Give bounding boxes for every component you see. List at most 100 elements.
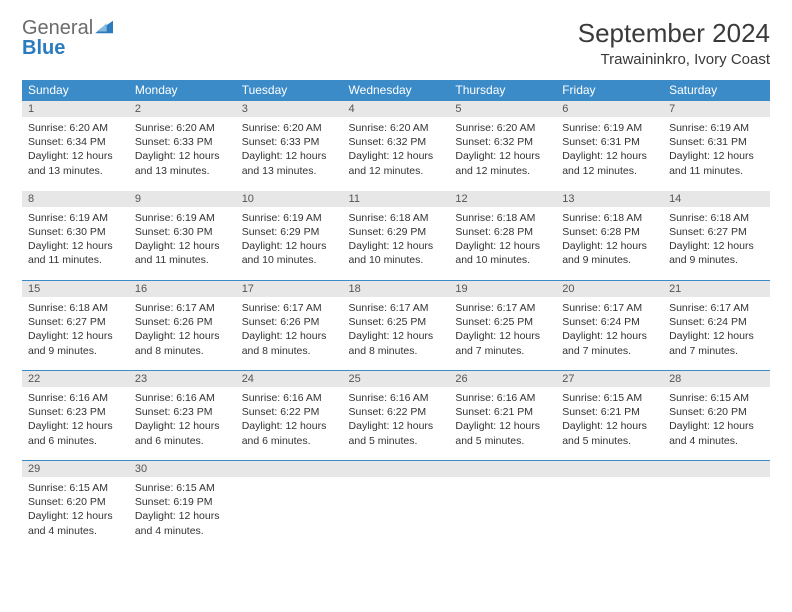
calendar-day: 18Sunrise: 6:17 AMSunset: 6:25 PMDayligh… <box>343 281 450 371</box>
brand-text: General Blue <box>22 18 113 58</box>
day-body: Sunrise: 6:18 AMSunset: 6:27 PMDaylight:… <box>22 297 129 364</box>
day-body: Sunrise: 6:18 AMSunset: 6:29 PMDaylight:… <box>343 207 450 274</box>
calendar-thead: SundayMondayTuesdayWednesdayThursdayFrid… <box>22 80 770 101</box>
day-number: 1 <box>22 101 129 117</box>
sunset-line: Sunset: 6:21 PM <box>455 405 550 419</box>
page-header: General Blue September 2024 Trawaininkro… <box>22 18 770 68</box>
calendar-day: 3Sunrise: 6:20 AMSunset: 6:33 PMDaylight… <box>236 101 343 191</box>
daylight-line: Daylight: 12 hours and 10 minutes. <box>242 239 337 267</box>
daylight-line: Daylight: 12 hours and 12 minutes. <box>562 149 657 177</box>
calendar-day: 9Sunrise: 6:19 AMSunset: 6:30 PMDaylight… <box>129 191 236 281</box>
sunrise-line: Sunrise: 6:16 AM <box>242 391 337 405</box>
sunrise-line: Sunrise: 6:19 AM <box>562 121 657 135</box>
calendar-day: 30Sunrise: 6:15 AMSunset: 6:19 PMDayligh… <box>129 461 236 551</box>
daylight-line: Daylight: 12 hours and 5 minutes. <box>455 419 550 447</box>
day-body: Sunrise: 6:15 AMSunset: 6:21 PMDaylight:… <box>556 387 663 454</box>
day-number: 26 <box>449 371 556 387</box>
weekday-header: Tuesday <box>236 80 343 101</box>
calendar-day: 13Sunrise: 6:18 AMSunset: 6:28 PMDayligh… <box>556 191 663 281</box>
calendar-day: 14Sunrise: 6:18 AMSunset: 6:27 PMDayligh… <box>663 191 770 281</box>
day-number: 3 <box>236 101 343 117</box>
day-number: 13 <box>556 191 663 207</box>
daylight-line: Daylight: 12 hours and 4 minutes. <box>669 419 764 447</box>
calendar-row: 22Sunrise: 6:16 AMSunset: 6:23 PMDayligh… <box>22 371 770 461</box>
sunset-line: Sunset: 6:20 PM <box>28 495 123 509</box>
daylight-line: Daylight: 12 hours and 6 minutes. <box>135 419 230 447</box>
calendar-day: 8Sunrise: 6:19 AMSunset: 6:30 PMDaylight… <box>22 191 129 281</box>
day-number: 11 <box>343 191 450 207</box>
sunset-line: Sunset: 6:25 PM <box>349 315 444 329</box>
daylight-line: Daylight: 12 hours and 5 minutes. <box>562 419 657 447</box>
sunset-line: Sunset: 6:28 PM <box>455 225 550 239</box>
calendar-day: 16Sunrise: 6:17 AMSunset: 6:26 PMDayligh… <box>129 281 236 371</box>
calendar-day: 2Sunrise: 6:20 AMSunset: 6:33 PMDaylight… <box>129 101 236 191</box>
daylight-line: Daylight: 12 hours and 12 minutes. <box>349 149 444 177</box>
sunrise-line: Sunrise: 6:19 AM <box>669 121 764 135</box>
weekday-header: Wednesday <box>343 80 450 101</box>
calendar-empty-cell <box>343 461 450 551</box>
weekday-header: Monday <box>129 80 236 101</box>
sunrise-line: Sunrise: 6:15 AM <box>135 481 230 495</box>
day-body: Sunrise: 6:17 AMSunset: 6:24 PMDaylight:… <box>663 297 770 364</box>
sunrise-line: Sunrise: 6:17 AM <box>242 301 337 315</box>
day-body: Sunrise: 6:16 AMSunset: 6:22 PMDaylight:… <box>236 387 343 454</box>
day-body: Sunrise: 6:17 AMSunset: 6:25 PMDaylight:… <box>449 297 556 364</box>
sunrise-line: Sunrise: 6:18 AM <box>562 211 657 225</box>
sunset-line: Sunset: 6:23 PM <box>135 405 230 419</box>
sunrise-line: Sunrise: 6:20 AM <box>242 121 337 135</box>
sunset-line: Sunset: 6:31 PM <box>562 135 657 149</box>
calendar-row: 15Sunrise: 6:18 AMSunset: 6:27 PMDayligh… <box>22 281 770 371</box>
weekday-header: Friday <box>556 80 663 101</box>
sunrise-line: Sunrise: 6:17 AM <box>135 301 230 315</box>
day-body: Sunrise: 6:16 AMSunset: 6:22 PMDaylight:… <box>343 387 450 454</box>
daylight-line: Daylight: 12 hours and 13 minutes. <box>135 149 230 177</box>
daylight-line: Daylight: 12 hours and 13 minutes. <box>28 149 123 177</box>
sunrise-line: Sunrise: 6:16 AM <box>28 391 123 405</box>
daylight-line: Daylight: 12 hours and 11 minutes. <box>135 239 230 267</box>
calendar-empty-cell <box>449 461 556 551</box>
day-number: 14 <box>663 191 770 207</box>
calendar-day: 1Sunrise: 6:20 AMSunset: 6:34 PMDaylight… <box>22 101 129 191</box>
day-number: 5 <box>449 101 556 117</box>
sunset-line: Sunset: 6:27 PM <box>28 315 123 329</box>
sunrise-line: Sunrise: 6:16 AM <box>349 391 444 405</box>
sunset-line: Sunset: 6:33 PM <box>242 135 337 149</box>
sunset-line: Sunset: 6:28 PM <box>562 225 657 239</box>
sunset-line: Sunset: 6:33 PM <box>135 135 230 149</box>
day-body: Sunrise: 6:15 AMSunset: 6:20 PMDaylight:… <box>22 477 129 544</box>
calendar-day: 12Sunrise: 6:18 AMSunset: 6:28 PMDayligh… <box>449 191 556 281</box>
calendar-day: 24Sunrise: 6:16 AMSunset: 6:22 PMDayligh… <box>236 371 343 461</box>
day-number: 21 <box>663 281 770 297</box>
blank-daynum <box>663 461 770 477</box>
day-number: 17 <box>236 281 343 297</box>
daylight-line: Daylight: 12 hours and 10 minutes. <box>349 239 444 267</box>
calendar-day: 5Sunrise: 6:20 AMSunset: 6:32 PMDaylight… <box>449 101 556 191</box>
calendar-day: 15Sunrise: 6:18 AMSunset: 6:27 PMDayligh… <box>22 281 129 371</box>
day-body: Sunrise: 6:20 AMSunset: 6:33 PMDaylight:… <box>236 117 343 184</box>
day-number: 7 <box>663 101 770 117</box>
calendar-day: 11Sunrise: 6:18 AMSunset: 6:29 PMDayligh… <box>343 191 450 281</box>
daylight-line: Daylight: 12 hours and 10 minutes. <box>455 239 550 267</box>
weekday-header: Sunday <box>22 80 129 101</box>
day-body: Sunrise: 6:19 AMSunset: 6:30 PMDaylight:… <box>22 207 129 274</box>
sunset-line: Sunset: 6:29 PM <box>242 225 337 239</box>
sunrise-line: Sunrise: 6:17 AM <box>455 301 550 315</box>
weekday-header: Thursday <box>449 80 556 101</box>
day-number: 23 <box>129 371 236 387</box>
day-number: 15 <box>22 281 129 297</box>
brand-word-2: Blue <box>22 37 65 59</box>
sunset-line: Sunset: 6:30 PM <box>28 225 123 239</box>
daylight-line: Daylight: 12 hours and 7 minutes. <box>669 329 764 357</box>
calendar-day: 17Sunrise: 6:17 AMSunset: 6:26 PMDayligh… <box>236 281 343 371</box>
day-number: 30 <box>129 461 236 477</box>
day-body: Sunrise: 6:16 AMSunset: 6:21 PMDaylight:… <box>449 387 556 454</box>
day-number: 9 <box>129 191 236 207</box>
calendar-day: 26Sunrise: 6:16 AMSunset: 6:21 PMDayligh… <box>449 371 556 461</box>
sunrise-line: Sunrise: 6:19 AM <box>135 211 230 225</box>
sunset-line: Sunset: 6:26 PM <box>135 315 230 329</box>
calendar-empty-cell <box>663 461 770 551</box>
daylight-line: Daylight: 12 hours and 8 minutes. <box>135 329 230 357</box>
calendar-body: 1Sunrise: 6:20 AMSunset: 6:34 PMDaylight… <box>22 101 770 551</box>
day-body: Sunrise: 6:17 AMSunset: 6:26 PMDaylight:… <box>236 297 343 364</box>
day-number: 19 <box>449 281 556 297</box>
